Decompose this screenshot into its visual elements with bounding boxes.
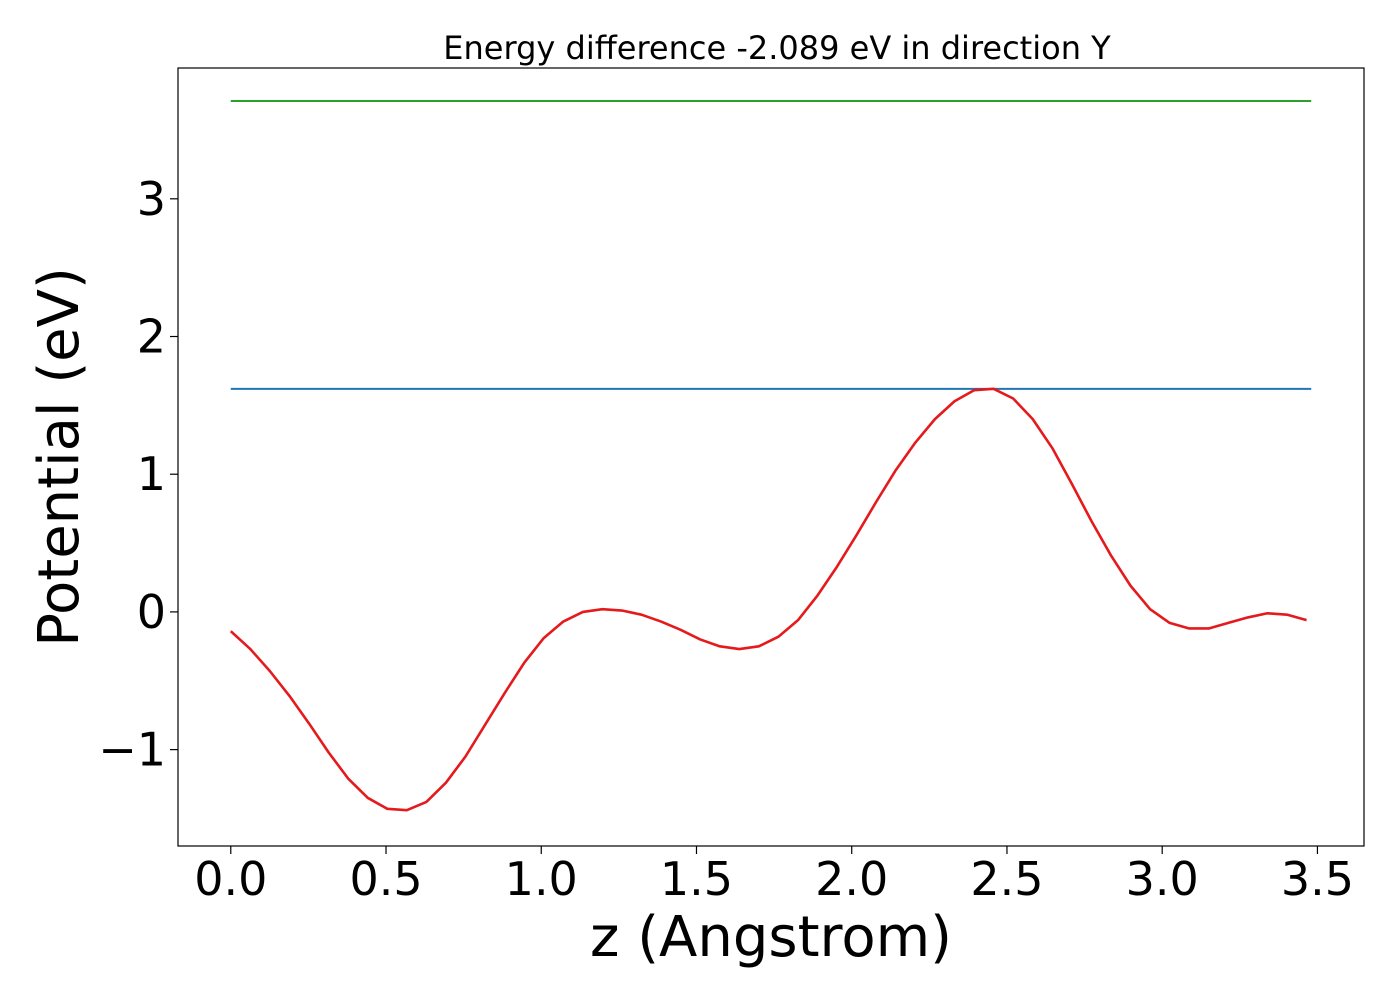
- x-tick-label: 3.0: [1126, 852, 1199, 906]
- series-line-2: [229, 387, 1307, 812]
- x-tick-label: 0.5: [349, 852, 422, 906]
- ticks-layer: 0.0 0.5 1.0 1.5 2.0 2.5 3.0 3.5 −1 0 1 2 3: [98, 172, 1354, 906]
- x-tick-label: 2.0: [815, 852, 888, 906]
- chart-title: Energy difference -2.089 eV in direction…: [443, 29, 1111, 67]
- series-layer: [229, 100, 1312, 812]
- x-tick-label: 1.5: [660, 852, 733, 906]
- x-axis-label: z (Angstrom): [590, 905, 952, 970]
- y-axis-label: Potential (eV): [27, 267, 92, 647]
- y-tick-label: 3: [137, 172, 166, 226]
- x-tick-label: 3.5: [1281, 852, 1354, 906]
- y-tick-label: 0: [137, 585, 166, 639]
- x-tick-label: 0.0: [194, 852, 267, 906]
- y-tick-label: 1: [137, 447, 166, 501]
- x-tick-label: 1.0: [505, 852, 578, 906]
- x-tick-label: 2.5: [970, 852, 1043, 906]
- y-tick-label: −1: [98, 723, 166, 777]
- y-tick-label: 2: [137, 310, 166, 364]
- plot-frame: [177, 67, 1365, 847]
